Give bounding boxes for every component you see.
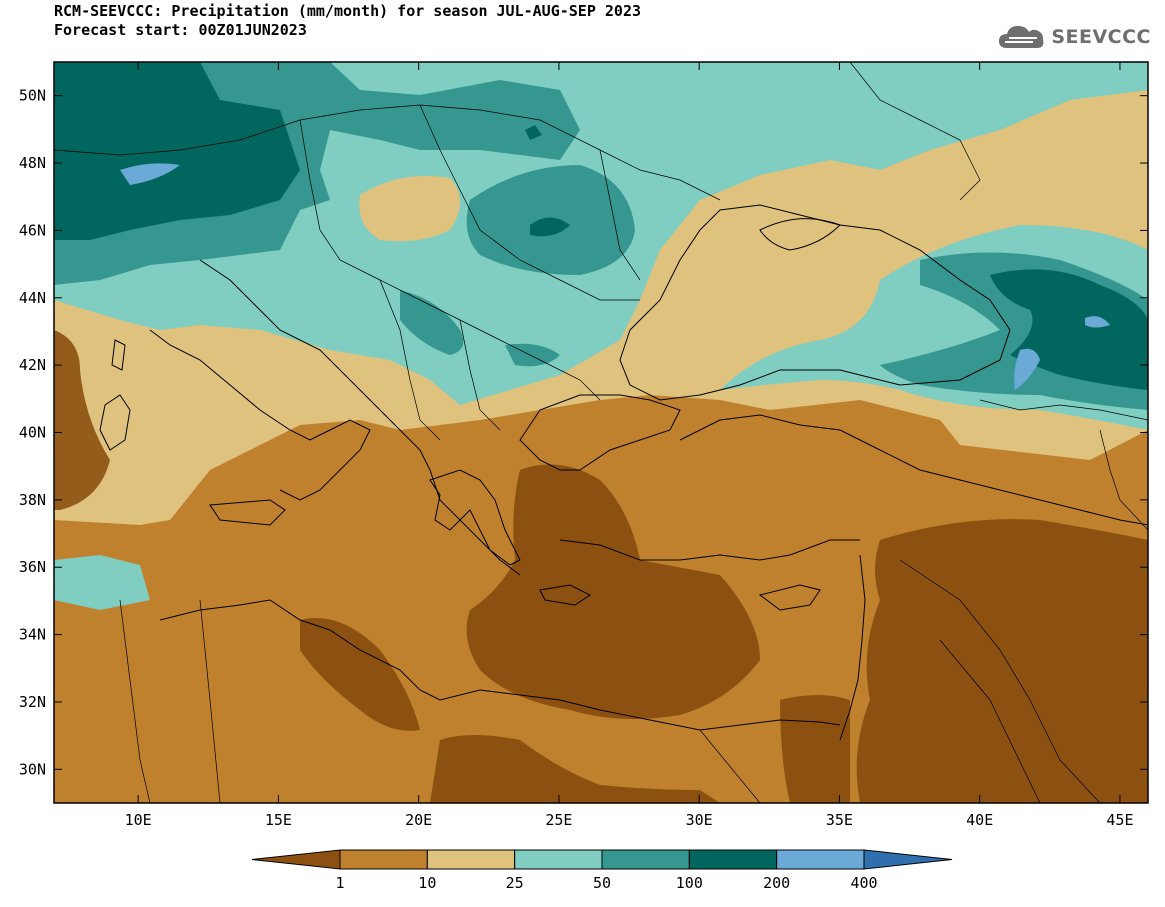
coastlines	[99, 204, 1148, 741]
legend-label: 10	[418, 874, 436, 892]
lat-tick-label: 36N	[19, 558, 46, 576]
precipitation-field	[54, 62, 1148, 803]
lat-tick-label: 48N	[19, 154, 46, 172]
legend-label: 400	[850, 874, 877, 892]
lat-tick-label: 42N	[19, 356, 46, 374]
lat-tick-label: 44N	[19, 289, 46, 307]
legend-swatch	[339, 849, 428, 870]
color-legend: 1 10 25 50 100 200 400	[251, 849, 953, 892]
legend-label: 50	[593, 874, 611, 892]
lat-tick-label: 34N	[19, 626, 46, 644]
map-axes: 10E 15E 20E 25E 30E 35E 40E 45E 30N 32N 34N 36N 38N 4…	[19, 62, 1148, 829]
lat-tick-label: 32N	[19, 693, 46, 711]
legend-swatch	[776, 849, 865, 870]
legend-label: 1	[335, 874, 344, 892]
title-line-2: Forecast start: 00Z01JUN2023	[54, 21, 307, 39]
lon-tick-label: 15E	[265, 811, 292, 829]
lon-tick-label: 40E	[966, 811, 993, 829]
logo-text: SEEVCCC	[1051, 26, 1151, 48]
title-line-1: RCM-SEEVCCC: Precipitation (mm/month) fo…	[54, 2, 641, 20]
map-title: RCM-SEEVCCC: Precipitation (mm/month) fo…	[54, 2, 641, 40]
legend-label: 25	[506, 874, 524, 892]
lat-tick-label: 46N	[19, 221, 46, 239]
legend-swatch	[601, 849, 690, 870]
legend-swatch	[514, 849, 603, 870]
lon-tick-label: 35E	[826, 811, 853, 829]
lon-tick-label: 25E	[545, 811, 572, 829]
legend-label: 100	[676, 874, 703, 892]
lat-tick-label: 30N	[19, 760, 46, 778]
country-borders	[54, 62, 1148, 803]
legend-swatch-high	[863, 849, 953, 870]
cloud-icon	[999, 26, 1044, 48]
lon-tick-label: 10E	[125, 811, 152, 829]
legend-swatch	[688, 849, 778, 870]
seevccc-logo: SEEVCCC	[997, 22, 1151, 52]
legend-swatch	[426, 849, 516, 870]
lon-tick-label: 20E	[405, 811, 432, 829]
lat-tick-label: 38N	[19, 491, 46, 509]
legend-label: 200	[763, 874, 790, 892]
lat-tick-label: 40N	[19, 424, 46, 442]
lat-tick-label: 50N	[19, 87, 46, 105]
lon-tick-label: 45E	[1106, 811, 1133, 829]
legend-swatch-low	[251, 849, 341, 870]
lon-tick-label: 30E	[686, 811, 713, 829]
